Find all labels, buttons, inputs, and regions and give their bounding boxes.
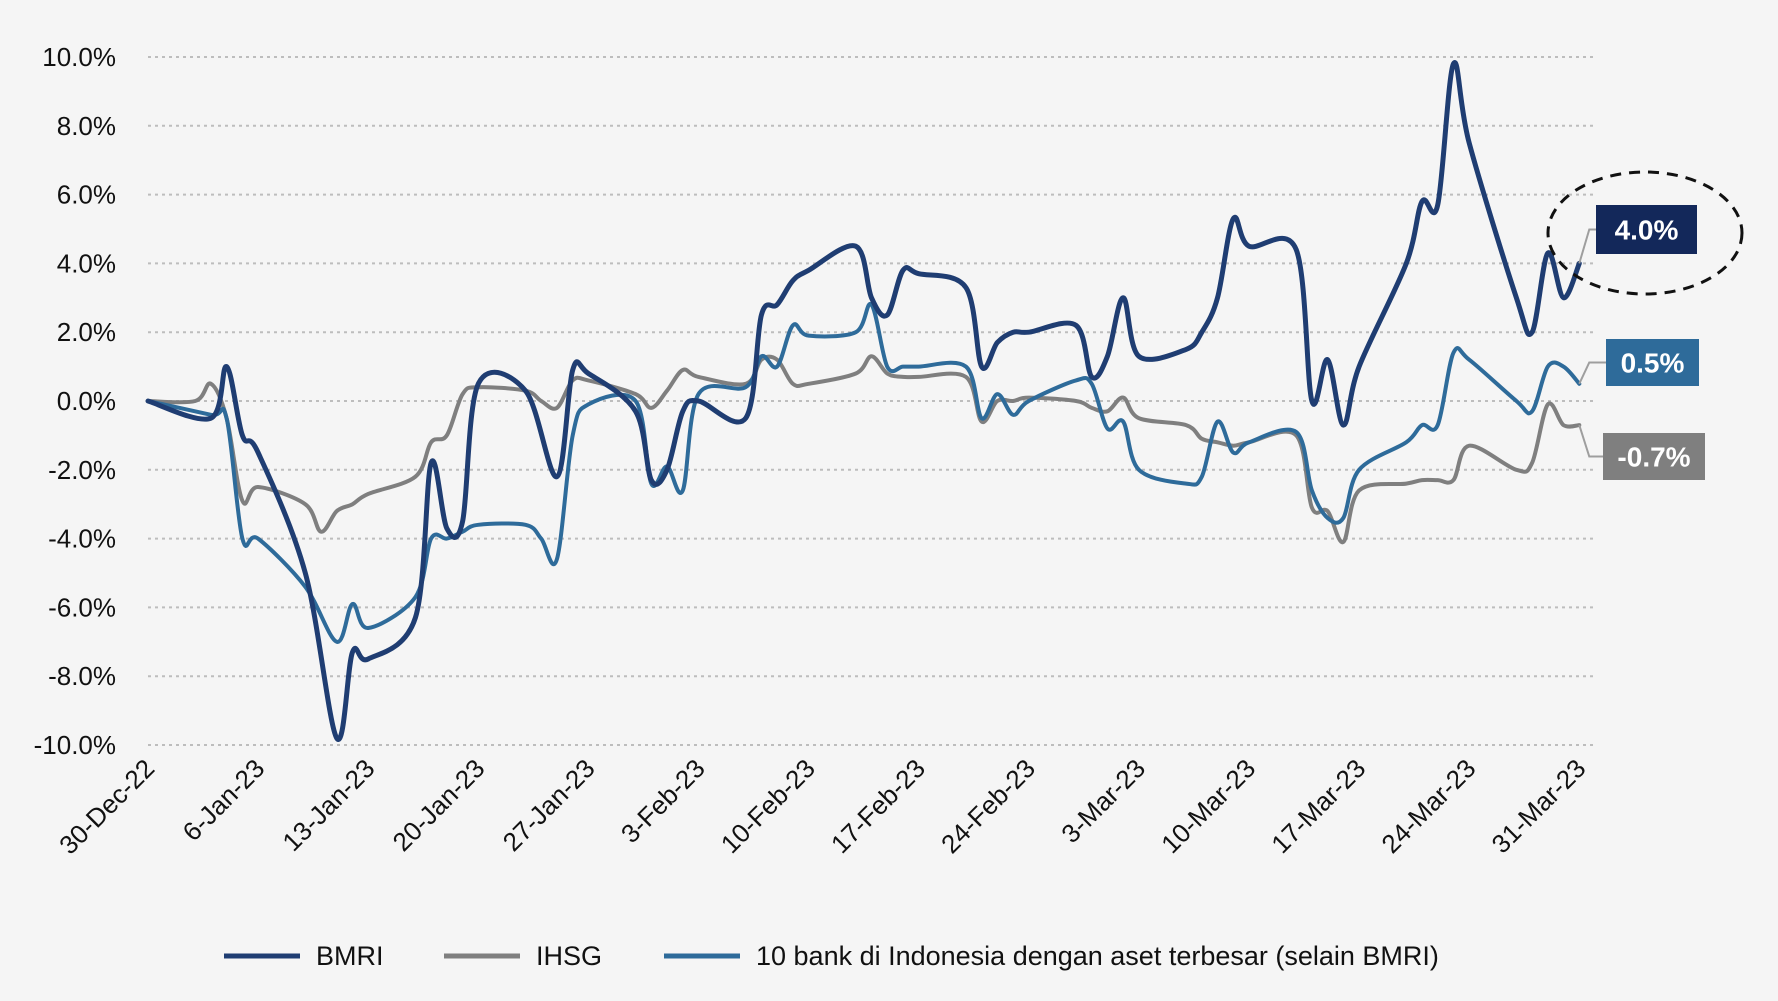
x-tick-label: 10-Feb-23 — [715, 753, 821, 859]
series-line-bmri — [145, 60, 1582, 742]
y-tick-label: -2.0% — [48, 455, 116, 485]
x-axis-tick-labels: 30-Dec-22 6-Jan-23 13-Jan-23 20-Jan-23 27-Ja… — [53, 753, 1591, 860]
y-tick-label: 10.0% — [42, 42, 116, 72]
end-value-labels: 4.0% 0.5% -0.7% — [1596, 205, 1705, 480]
legend: BMRI IHSG 10 bank di Indonesia dengan aset… — [224, 941, 1439, 971]
end-value-label-ten-banks: 0.5% — [1621, 348, 1685, 379]
end-label-connector-ihsg — [1578, 424, 1603, 458]
end-value-label-bmri: 4.0% — [1615, 215, 1679, 246]
legend-label-bmri: BMRI — [316, 941, 384, 971]
legend-label-ten-banks: 10 bank di Indonesia dengan aset terbesa… — [756, 941, 1439, 971]
x-tick-label: 10-Mar-23 — [1155, 753, 1261, 859]
y-tick-label: -4.0% — [48, 524, 116, 554]
x-tick-label: 17-Mar-23 — [1265, 753, 1371, 859]
end-value-label-ihsg: -0.7% — [1617, 442, 1690, 473]
gridlines — [148, 56, 1595, 746]
end-label-box-ten-banks — [1606, 339, 1699, 386]
x-tick-label: 20-Jan-23 — [387, 753, 491, 857]
end-label-connectors — [1578, 228, 1606, 458]
y-tick-label: 2.0% — [57, 317, 116, 347]
x-tick-label: 27-Jan-23 — [497, 753, 601, 857]
x-tick-label: 30-Dec-22 — [53, 753, 160, 860]
y-tick-label: 0.0% — [57, 386, 116, 416]
x-tick-label: 3-Mar-23 — [1055, 753, 1151, 849]
series-line-ten-banks — [146, 302, 1582, 644]
legend-label-ihsg: IHSG — [536, 941, 602, 971]
series-lines — [145, 60, 1582, 742]
x-tick-label: 3-Feb-23 — [615, 753, 711, 849]
end-label-box-bmri — [1596, 205, 1697, 254]
y-tick-label: -10.0% — [34, 730, 116, 760]
x-tick-label: 24-Feb-23 — [935, 753, 1041, 859]
bmri-highlight-ellipse — [1546, 170, 1744, 296]
end-label-connector-ten-banks — [1578, 361, 1606, 385]
x-tick-label: 17-Feb-23 — [825, 753, 931, 859]
y-tick-label: -8.0% — [48, 661, 116, 691]
x-tick-label: 13-Jan-23 — [276, 753, 380, 857]
x-tick-label: 6-Jan-23 — [177, 753, 271, 847]
series-line-ihsg — [146, 354, 1582, 545]
end-label-connector-bmri — [1578, 228, 1596, 264]
end-label-box-ihsg — [1603, 433, 1705, 480]
y-tick-label: 4.0% — [57, 248, 116, 278]
y-axis-tick-labels: 10.0% 8.0% 6.0% 4.0% 2.0% 0.0% -2.0% -4.0% -6.0%… — [34, 42, 116, 760]
y-tick-label: 6.0% — [57, 180, 116, 210]
x-tick-label: 31-Mar-23 — [1485, 753, 1591, 859]
x-tick-label: 24-Mar-23 — [1375, 753, 1481, 859]
y-tick-label: 8.0% — [57, 111, 116, 141]
y-tick-label: -6.0% — [48, 592, 116, 622]
